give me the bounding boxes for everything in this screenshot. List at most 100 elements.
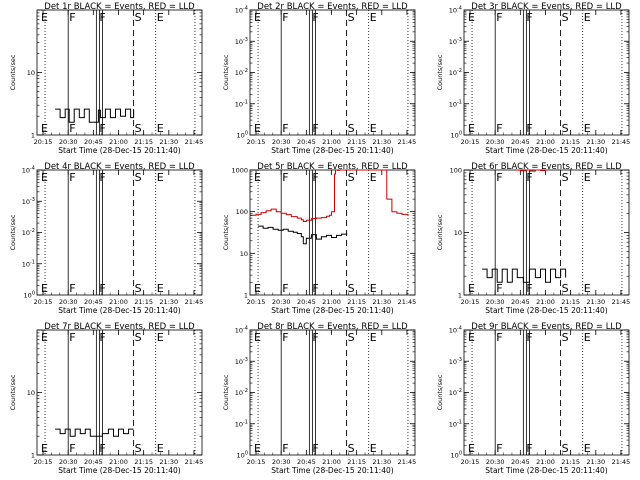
flag-label-top: S xyxy=(348,171,355,184)
x-tick-label: 21:30 xyxy=(159,458,178,466)
x-tick-label: 20:45 xyxy=(297,138,316,146)
panel-3r: Det 3r BLACK = Events, RED = LLD 100 10-1 1… xyxy=(436,2,630,155)
flag-label-bottom: E xyxy=(370,442,377,455)
flag-label-top: E xyxy=(157,331,164,344)
y-axis-label: Counts/sec xyxy=(9,54,17,90)
x-tick-label: 21:15 xyxy=(561,138,580,146)
event-rate-series xyxy=(55,108,135,123)
panel-title: Det 8r BLACK = Events, RED = LLD xyxy=(257,322,408,332)
y-tick-label: 10-3 xyxy=(235,357,248,366)
flag-label-bottom: S xyxy=(562,442,569,455)
panel-title: Det 3r BLACK = Events, RED = LLD xyxy=(471,2,622,12)
flag-label-top: F xyxy=(69,11,75,24)
x-tick-label: 20:15 xyxy=(247,458,266,466)
x-tick-label: 21:00 xyxy=(322,298,341,306)
flag-label-bottom: F xyxy=(99,122,105,135)
x-tick-label: 21:00 xyxy=(322,138,341,146)
flag-label-bottom: F xyxy=(312,122,318,135)
flag-label-top: F xyxy=(282,11,288,24)
x-tick-label: 20:15 xyxy=(247,138,266,146)
x-tick-label: 21:30 xyxy=(159,138,178,146)
flag-label-bottom: S xyxy=(562,282,569,295)
flag-label-bottom: F xyxy=(69,282,75,295)
x-tick-label: 21:45 xyxy=(185,138,204,146)
panel-7r: Det 7r BLACK = Events, RED = LLD 1 10 Count… xyxy=(9,322,203,475)
y-tick-label: 10-4 xyxy=(22,166,35,175)
x-tick-label: 21:00 xyxy=(536,138,555,146)
plot-frame xyxy=(463,169,630,296)
flag-label-bottom: E xyxy=(41,282,48,295)
flag-label-bottom: F xyxy=(496,122,502,135)
flag-label-top: F xyxy=(99,11,105,24)
y-axis-label: Counts/sec xyxy=(436,374,444,410)
y-axis-label: Counts/sec xyxy=(9,214,17,250)
flag-label-top: F xyxy=(312,331,318,344)
flag-label-top: S xyxy=(135,11,142,24)
x-tick-label: 20:15 xyxy=(461,458,480,466)
x-tick-label: 21:45 xyxy=(185,458,204,466)
x-tick-label: 20:45 xyxy=(297,458,316,466)
x-tick-label: 21:15 xyxy=(134,138,153,146)
plot-frame xyxy=(463,329,630,456)
flag-label-top: F xyxy=(99,331,105,344)
flag-label-bottom: E xyxy=(254,282,261,295)
flag-label-bottom: E xyxy=(584,282,591,295)
y-tick-label: 10 xyxy=(27,69,35,77)
flag-label-top: E xyxy=(254,11,261,24)
x-axis-label: Start Time (28-Dec-15 20:11:40) xyxy=(271,146,393,155)
flag-label-bottom: E xyxy=(584,122,591,135)
y-tick-label: 10-1 xyxy=(235,419,248,428)
plot-frame xyxy=(36,329,203,456)
x-axis-label: Start Time (28-Dec-15 20:11:40) xyxy=(58,146,180,155)
y-tick-label: 100 xyxy=(451,131,462,140)
x-tick-label: 20:45 xyxy=(511,298,530,306)
flag-label-top: E xyxy=(370,171,377,184)
flag-label-top: F xyxy=(99,171,105,184)
y-tick-label: 10-3 xyxy=(449,357,462,366)
y-tick-label: 1000 xyxy=(231,167,248,175)
x-tick-label: 20:30 xyxy=(59,458,78,466)
flag-label-bottom: F xyxy=(312,282,318,295)
flag-label-bottom: E xyxy=(468,442,475,455)
flag-label-bottom: S xyxy=(562,122,569,135)
flag-label-top: S xyxy=(135,171,142,184)
flag-label-bottom: F xyxy=(496,282,502,295)
x-tick-label: 21:45 xyxy=(612,298,631,306)
y-tick-label: 1 xyxy=(31,132,35,140)
x-tick-label: 20:30 xyxy=(272,458,291,466)
x-tick-label: 21:15 xyxy=(134,298,153,306)
x-tick-label: 21:00 xyxy=(109,138,128,146)
y-tick-label: 10-2 xyxy=(235,388,248,397)
x-tick-label: 21:30 xyxy=(159,298,178,306)
flag-label-bottom: S xyxy=(348,282,355,295)
flag-label-bottom: F xyxy=(69,442,75,455)
panel-title: Det 6r BLACK = Events, RED = LLD xyxy=(471,162,622,172)
y-tick-label: 10-2 xyxy=(235,68,248,77)
x-axis-label: Start Time (28-Dec-15 20:11:40) xyxy=(271,306,393,315)
panel-title: Det 4r BLACK = Events, RED = LLD xyxy=(44,162,195,172)
panel-title: Det 9r BLACK = Events, RED = LLD xyxy=(471,322,622,332)
x-tick-label: 20:45 xyxy=(297,298,316,306)
panel-1r: Det 1r BLACK = Events, RED = LLD 1 10 Count… xyxy=(9,2,203,155)
x-tick-label: 21:15 xyxy=(347,458,366,466)
x-tick-label: 20:30 xyxy=(486,458,505,466)
y-tick-label: 10 xyxy=(240,250,248,258)
flag-label-bottom: F xyxy=(282,442,288,455)
y-tick-label: 10-4 xyxy=(235,326,248,335)
flag-label-bottom: E xyxy=(254,122,261,135)
flag-label-top: E xyxy=(468,11,475,24)
y-tick-label: 10-1 xyxy=(449,99,462,108)
x-tick-label: 21:30 xyxy=(372,458,391,466)
panel-5r: Det 5r BLACK = Events, RED = LLD 1 10 100 10… xyxy=(222,162,416,315)
flag-label-bottom: F xyxy=(312,442,318,455)
flag-label-top: F xyxy=(312,11,318,24)
panel-title: Det 2r BLACK = Events, RED = LLD xyxy=(257,2,408,12)
x-tick-label: 21:45 xyxy=(398,458,417,466)
x-tick-label: 20:30 xyxy=(486,298,505,306)
flag-label-bottom: S xyxy=(348,122,355,135)
x-tick-label: 21:00 xyxy=(109,298,128,306)
flag-label-bottom: F xyxy=(496,442,502,455)
flag-label-bottom: S xyxy=(135,282,142,295)
y-axis-label: Counts/sec xyxy=(222,374,230,410)
